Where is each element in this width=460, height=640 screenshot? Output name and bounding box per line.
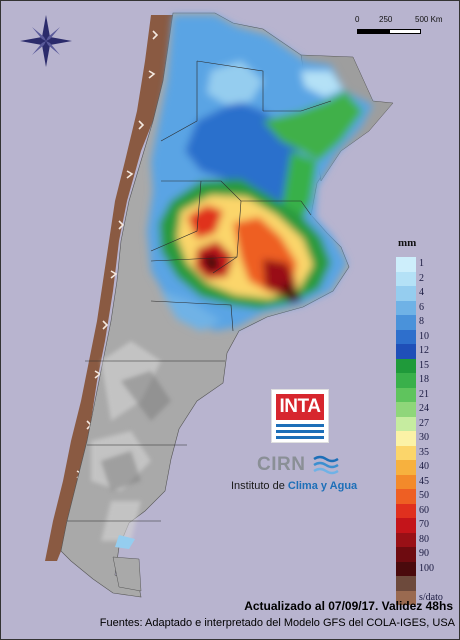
legend-item: 80 <box>396 532 459 547</box>
legend-swatch <box>396 445 416 460</box>
legend-swatch <box>396 489 416 504</box>
legend-item: 12 <box>396 344 459 359</box>
legend-swatch <box>396 561 416 576</box>
legend-label: s/dato <box>419 591 443 603</box>
legend-item: 10 <box>396 329 459 344</box>
legend-swatch <box>396 329 416 344</box>
legend-swatch <box>396 387 416 402</box>
legend-swatch <box>396 590 416 605</box>
legend-item: 35 <box>396 445 459 460</box>
scale-segment-dark <box>357 29 389 34</box>
legend-item <box>396 576 459 591</box>
legend-item: 24 <box>396 402 459 417</box>
province-boundaries <box>67 60 332 522</box>
update-notice: Actualizado al 07/09/17. Validez 48hs <box>244 599 453 613</box>
legend-label: 4 <box>419 287 424 298</box>
legend-swatch <box>396 474 416 489</box>
legend-label: 30 <box>419 432 429 443</box>
legend-swatch <box>396 344 416 359</box>
tierra-del-fuego <box>112 556 142 592</box>
legend-label: 10 <box>419 330 429 342</box>
legend-swatch <box>396 431 416 446</box>
legend-item: 21 <box>396 387 459 402</box>
legend-item: 40 <box>396 460 459 475</box>
legend-label: 2 <box>419 272 424 284</box>
legend-item: 2 <box>396 271 459 286</box>
source-credit: Fuentes: Adaptado e interpretado del Mod… <box>99 617 455 629</box>
legend-swatch <box>396 271 416 286</box>
legend-swatch <box>396 576 416 591</box>
legend-item: 8 <box>396 315 459 330</box>
scale-segment-light <box>389 29 421 34</box>
legend-item: 70 <box>396 518 459 533</box>
legend-swatch <box>396 460 416 475</box>
legend-label: 21 <box>419 388 429 400</box>
legend-label: 18 <box>419 374 429 385</box>
compass-rose-icon <box>20 15 72 67</box>
legend-swatch <box>396 402 416 417</box>
legend-label: 100 <box>419 562 434 574</box>
legend-swatch <box>396 547 416 562</box>
legend-swatch <box>396 257 416 272</box>
legend-item: 90 <box>396 547 459 562</box>
legend-swatch <box>396 416 416 431</box>
legend-swatch <box>396 358 416 373</box>
legend-label: 27 <box>419 417 429 429</box>
precipitation-field <box>147 15 373 331</box>
legend-label: 80 <box>419 533 429 545</box>
legend-swatch <box>396 503 416 518</box>
legend-label: 6 <box>419 301 424 313</box>
legend-swatch <box>396 532 416 547</box>
legend-label: 90 <box>419 548 429 559</box>
water-waves-icon <box>313 455 339 475</box>
legend-swatch <box>396 518 416 533</box>
legend-item: 27 <box>396 416 459 431</box>
legend-item: 100 <box>396 561 459 576</box>
scale-label-250: 250 <box>379 15 393 24</box>
legend-label: 12 <box>419 345 429 356</box>
legend-unit: mm <box>398 237 417 249</box>
inta-logo: INTA <box>271 389 329 443</box>
legend-label: 24 <box>419 403 429 414</box>
cirn-logo-text: CIRN <box>257 454 306 475</box>
relief-shading-dark <box>101 371 171 491</box>
coastal-lake <box>115 535 135 549</box>
legend-item: 1 <box>396 257 459 272</box>
legend-label: 1 <box>419 258 424 269</box>
legend-item: 50 <box>396 489 459 504</box>
legend-item: 4 <box>396 286 459 301</box>
scale-label-500: 500 Km <box>415 15 443 24</box>
legend-item: 18 <box>396 373 459 388</box>
legend-label: 60 <box>419 504 429 516</box>
inta-logo-text: INTA <box>276 394 324 420</box>
legend-swatch <box>396 286 416 301</box>
legend-item: 15 <box>396 358 459 373</box>
legend-label: 70 <box>419 519 429 530</box>
legend-label: 8 <box>419 316 424 327</box>
legend-label: 40 <box>419 461 429 472</box>
legend-item: 6 <box>396 300 459 315</box>
legend-label: 45 <box>419 475 429 487</box>
legend-label: 35 <box>419 446 429 458</box>
institute-name: Instituto de Clima y Agua <box>231 480 358 492</box>
legend-swatch <box>396 373 416 388</box>
legend-label: 50 <box>419 490 429 501</box>
chile-no-data-region <box>45 15 173 561</box>
legend-item: 45 <box>396 474 459 489</box>
legend-item: 60 <box>396 503 459 518</box>
legend-label: 15 <box>419 359 429 371</box>
legend-swatch <box>396 315 416 330</box>
legend-item: 30 <box>396 431 459 446</box>
scale-label-0: 0 <box>355 15 360 24</box>
scale-bar: 0 250 500 Km <box>353 15 453 41</box>
legend-swatch <box>396 300 416 315</box>
legend-item: s/dato <box>396 590 459 605</box>
